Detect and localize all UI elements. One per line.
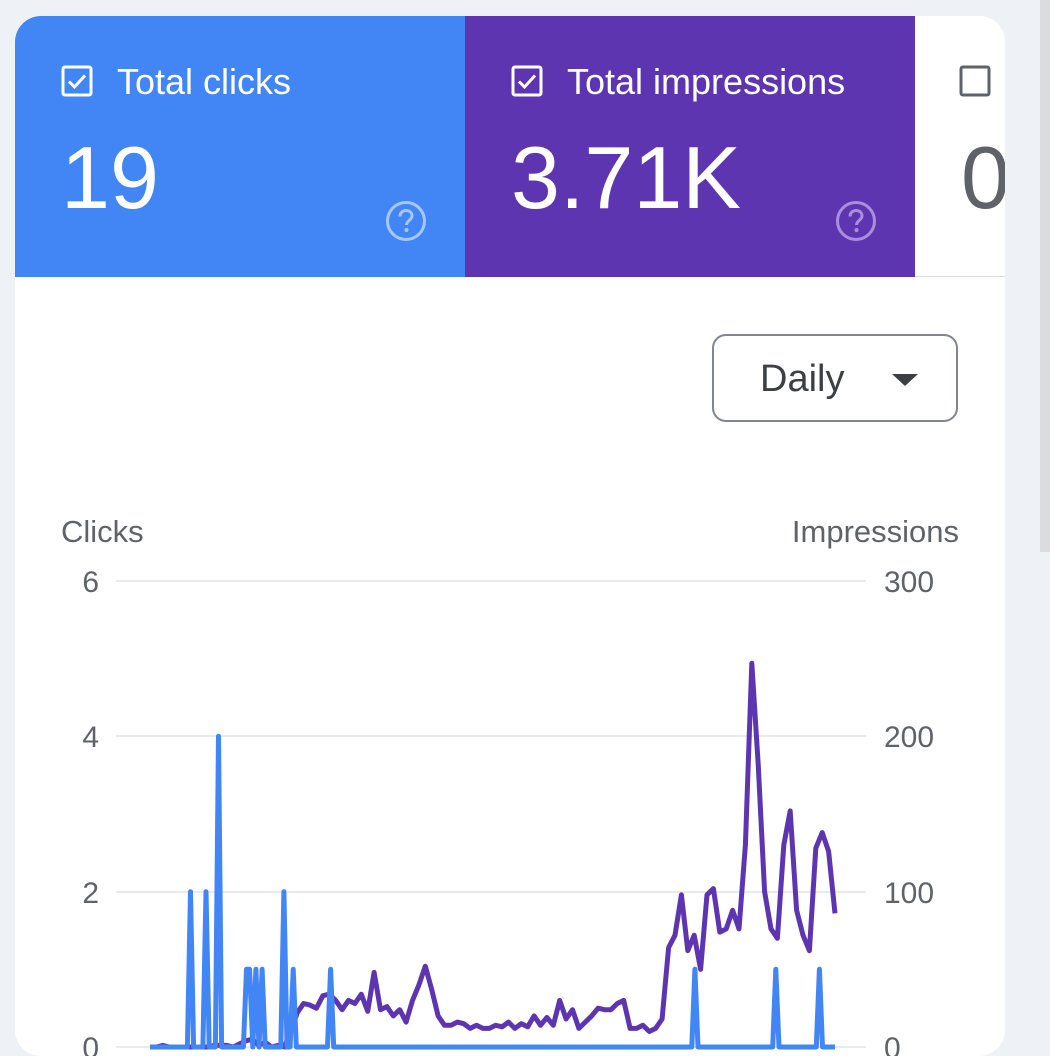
total-clicks-card[interactable]: Total clicks 19	[15, 16, 465, 277]
total-impressions-card[interactable]: Total impressions 3.71K	[465, 16, 915, 277]
checkbox-checked-icon[interactable]	[511, 65, 543, 97]
scrollbar[interactable]	[1040, 0, 1050, 552]
metric-value: 0	[961, 128, 1005, 227]
left-tick-label: 2	[82, 877, 99, 910]
left-tick-label: 0	[82, 1032, 99, 1056]
right-axis-title: Impressions	[791, 514, 959, 549]
interval-select-value: Daily	[760, 358, 845, 400]
right-tick-label: 100	[884, 877, 934, 910]
checkbox-checked-icon[interactable]	[61, 65, 93, 97]
metric-label: Total clicks	[117, 61, 292, 102]
average-ctr-card[interactable]: 0	[915, 16, 1005, 277]
help-icon[interactable]	[834, 199, 878, 243]
divider	[915, 276, 1005, 277]
caret-down-icon	[892, 374, 918, 386]
clicks-series-line	[150, 733, 835, 1050]
left-tick-label: 4	[82, 721, 99, 754]
right-tick-label: 0	[884, 1032, 901, 1056]
metric-value: 3.71K	[511, 128, 741, 227]
metric-value: 19	[61, 128, 159, 227]
right-tick-label: 300	[884, 566, 934, 599]
right-tick-label: 200	[884, 721, 934, 754]
left-axis-title: Clicks	[61, 514, 144, 549]
left-tick-label: 6	[82, 566, 99, 599]
help-icon[interactable]	[384, 199, 428, 243]
interval-select[interactable]: Daily	[712, 334, 958, 422]
metric-label: Total impressions	[567, 61, 846, 102]
checkbox-unchecked-icon[interactable]	[959, 65, 991, 97]
impressions-series-line	[150, 660, 838, 1050]
performance-card: Total clicks 19 Total impressions 3.71K …	[15, 16, 1005, 1056]
